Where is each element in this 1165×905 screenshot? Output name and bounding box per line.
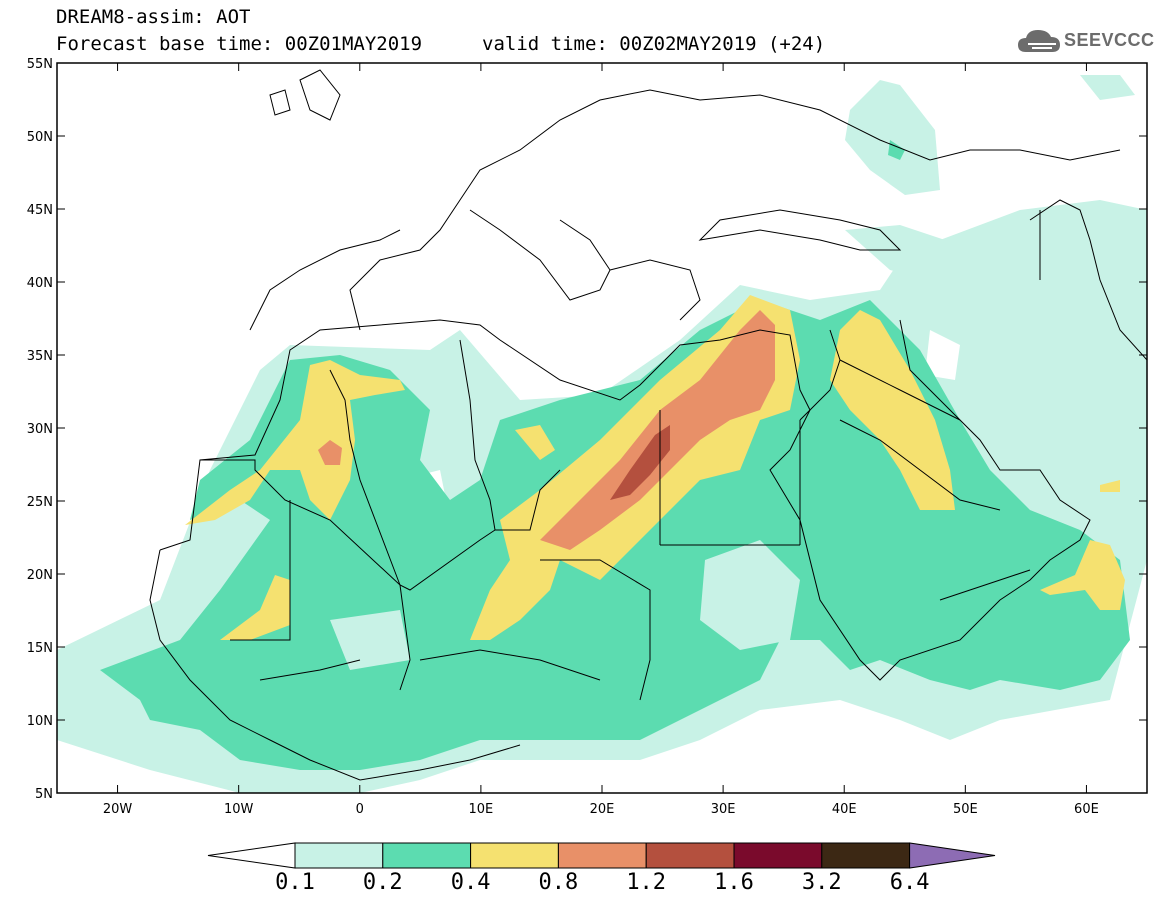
logo-text: SEEVCCC [1064,30,1155,50]
aot-band-0.8 [540,310,775,550]
lon-label: 30E [711,802,736,817]
map-title: DREAM8-assim: AOT [56,6,251,28]
lat-label: 55N [27,57,53,72]
lat-label: 15N [27,641,53,656]
legend-level-label: 0.4 [450,870,491,895]
aot-band-0.4 [185,360,405,525]
aot-band-0.4 [220,575,290,640]
aot-band-0.4 [1040,540,1125,610]
lat-label: 50N [27,130,53,145]
forecast-base-time: Forecast base time: 00Z01MAY2019 [56,33,423,55]
lat-label: 30N [27,422,53,437]
lat-label: 25N [27,495,53,510]
lat-label: 40N [27,276,53,291]
seevccc-cloud-logo-icon [1018,30,1060,52]
lon-label: 10E [469,802,494,817]
aot-band-0.4 [515,425,555,460]
lon-label: 50E [953,802,978,817]
aot-band-0.1 [1080,75,1135,100]
lat-label: 10N [27,714,53,729]
legend-level-label: 0.1 [275,870,315,895]
lon-label: 10W [224,802,254,817]
legend-level-label: 0.8 [538,870,579,895]
legend-cell [294,842,384,869]
aot-band-0.1 [845,225,980,285]
aot-band-0.4 [830,310,955,510]
legend-cell [382,842,472,869]
legend-cell [645,842,735,869]
valid-time: valid time: 00Z02MAY2019 (+24) [482,33,826,55]
legend-colorbar [207,842,996,869]
lat-label: 45N [27,203,53,218]
lon-label: 20W [103,802,133,817]
legend-level-label: 1.2 [626,870,667,895]
lon-label: 0 [356,802,364,817]
legend-over-triangle [909,842,996,869]
lat-label: 5N [35,787,53,802]
legend-under-triangle [207,842,296,869]
lat-label: 20N [27,568,53,583]
lon-label: 20E [590,802,615,817]
lon-label: 60E [1074,802,1099,817]
legend-cell [470,842,559,869]
aot-band-0.8 [318,440,342,465]
legend-level-label: 0.2 [362,870,403,895]
legend-cell [733,842,823,869]
lon-label: 40E [832,802,857,817]
legend-level-label: 3.2 [801,870,842,895]
coastlines [149,69,1147,781]
legend-level-label: 1.6 [714,870,754,895]
latitude-axis: 55N 50N 45N 40N 35N 30N 25N 20N 15N 10N 5N [27,57,1147,802]
aot-band-1.2 [610,425,670,500]
aot-band-0.4 [1100,480,1120,492]
country-borders [200,210,1041,701]
legend-cell [821,842,911,869]
longitude-axis: 20W 10W 0 10E 20E 30E 40E 50E 60E [103,63,1099,817]
aot-band-0.1 [845,80,940,195]
aot-field [57,75,1147,793]
legend-level-label: 6.4 [889,870,930,895]
legend-cell [557,842,647,869]
lat-label: 35N [27,349,53,364]
